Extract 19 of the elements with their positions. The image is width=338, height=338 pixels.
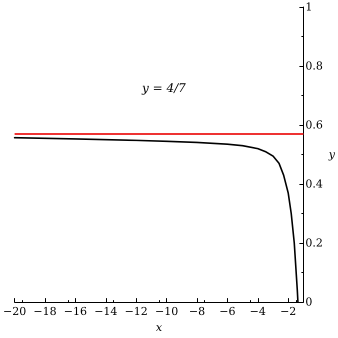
x-tick-label: −8 — [188, 305, 206, 318]
annotation: y = 4/7 — [141, 81, 186, 95]
x-axis-title: x — [156, 321, 163, 334]
x-tick-label: −12 — [124, 305, 148, 318]
x-tick-label: −10 — [154, 305, 178, 318]
x-tick-label: −20 — [3, 305, 26, 318]
y-axis-title: y — [328, 148, 336, 162]
y-tick-label: 0.6 — [305, 118, 323, 132]
x-tick-label: −18 — [33, 305, 57, 318]
y-tick-label: 0 — [305, 296, 312, 309]
x-tick-label: −2 — [280, 305, 296, 318]
x-tick-label: −16 — [64, 305, 88, 318]
x-tick-label: −14 — [94, 305, 118, 318]
x-tick-label: −4 — [250, 305, 266, 318]
x-tick-label: −6 — [219, 305, 236, 318]
y-tick-label: 1 — [305, 0, 312, 14]
y-tick-label: 0.4 — [305, 178, 323, 191]
y-tick-label: 0.2 — [305, 236, 323, 250]
y-tick-label: 0.8 — [305, 60, 323, 73]
